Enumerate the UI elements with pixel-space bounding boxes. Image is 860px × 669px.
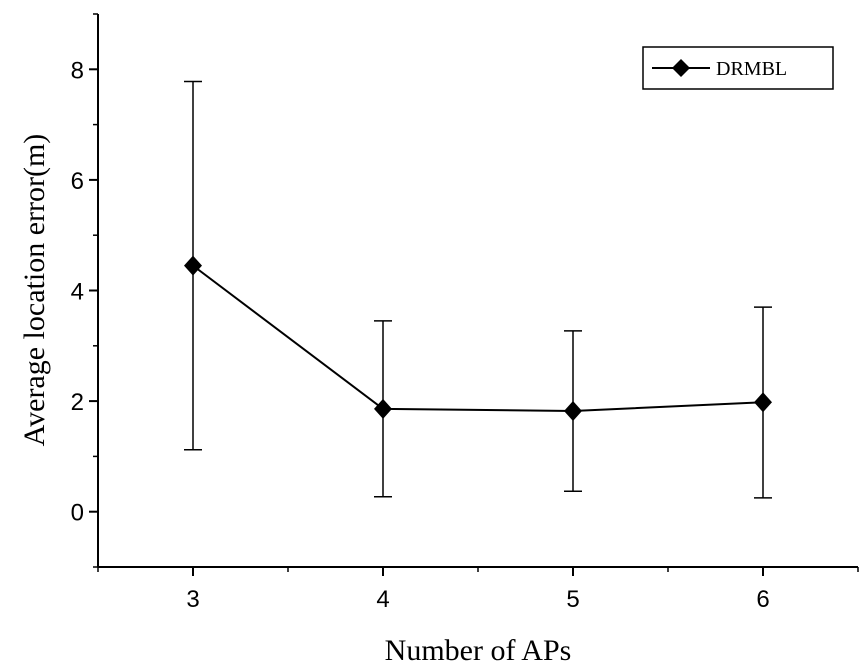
legend-marker — [672, 59, 690, 77]
x-tick-label: 5 — [566, 586, 579, 613]
y-tick-label: 2 — [71, 389, 84, 416]
axes: 0 2 4 6 8 3 4 5 6 — [71, 13, 859, 613]
data-point — [564, 401, 582, 422]
y-tick-label: 8 — [71, 57, 84, 84]
plot-area — [184, 80, 772, 499]
series-line — [192, 264, 764, 413]
data-point — [374, 398, 392, 419]
legend: DRMBL — [642, 46, 834, 90]
y-tick-label: 6 — [71, 168, 84, 195]
data-point — [184, 255, 202, 276]
x-tick-label: 3 — [186, 586, 199, 613]
x-tick-label: 6 — [756, 586, 769, 613]
x-axis-title: Number of APs — [385, 634, 572, 667]
legend-label: DRMBL — [716, 58, 787, 80]
y-tick-label: 0 — [71, 500, 84, 527]
x-tick-label: 4 — [376, 586, 389, 613]
y-tick-label: 4 — [71, 279, 84, 306]
data-point — [754, 392, 772, 413]
y-axis-title: Average location error(m) — [18, 134, 51, 447]
